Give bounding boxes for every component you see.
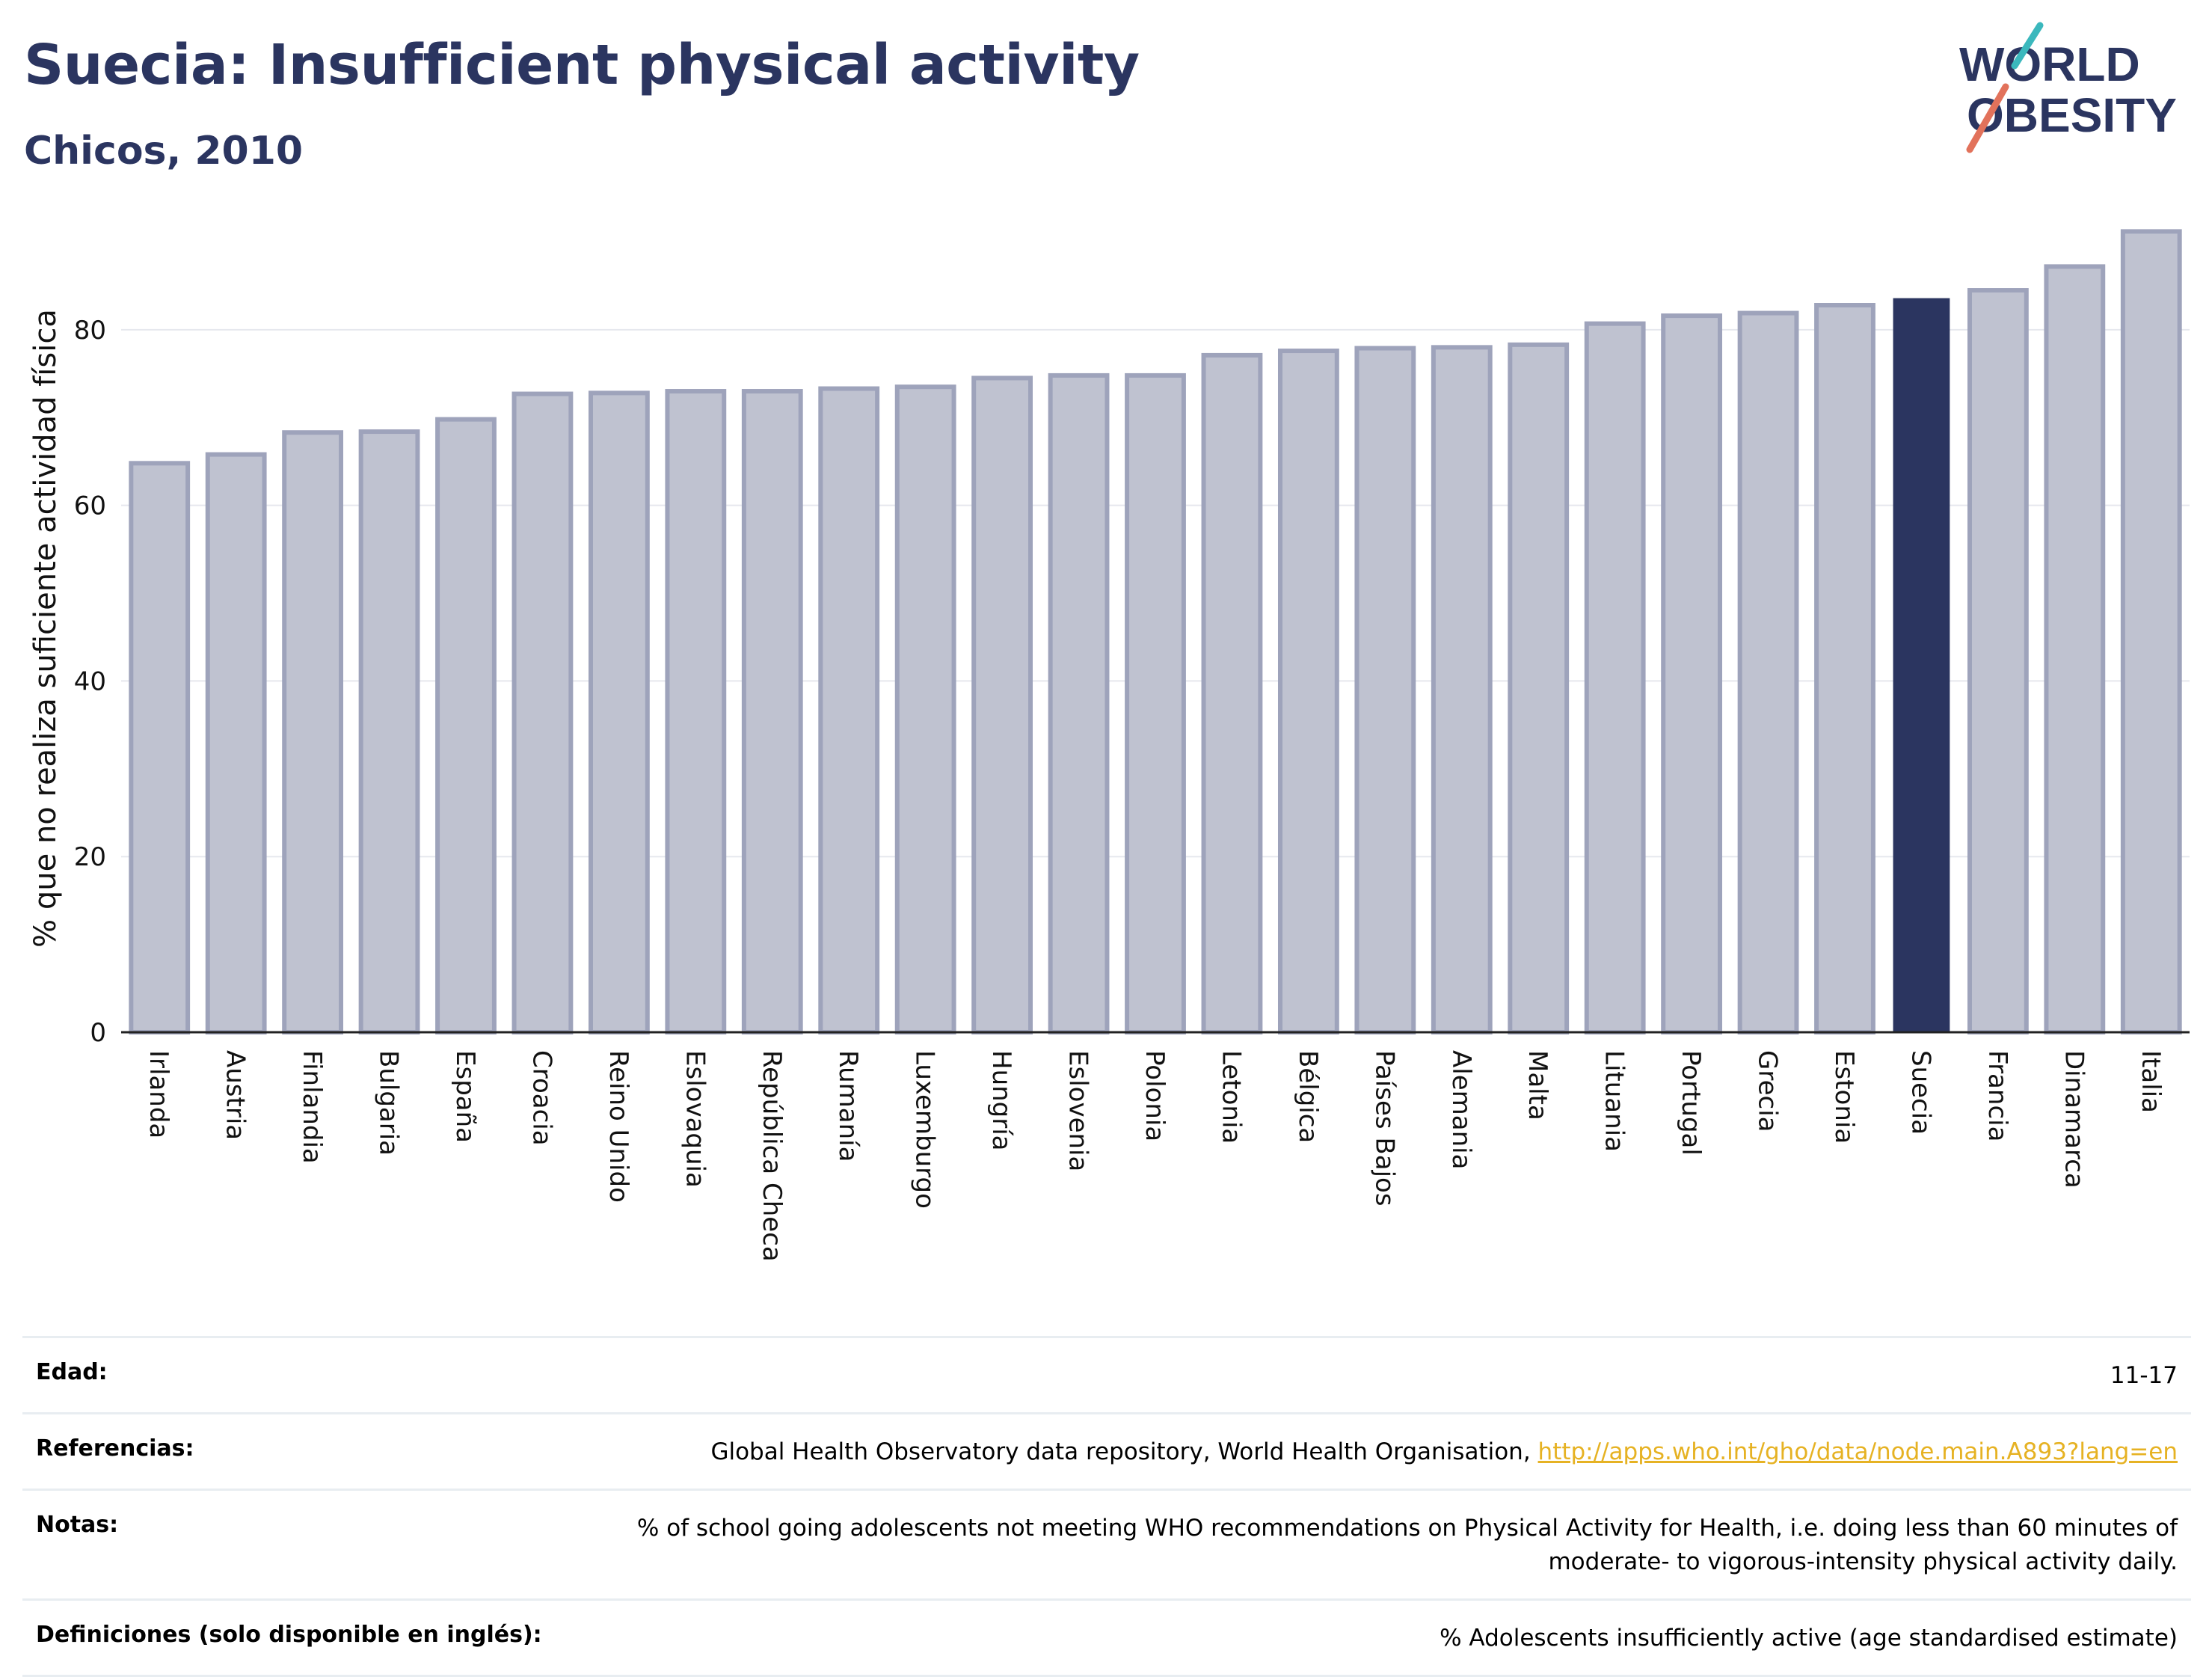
info-value-notes: % of school going adolescents not meetin… — [636, 1514, 2178, 1575]
bar-bélgica — [1277, 349, 1339, 1035]
x-tick-label: Estonia — [1829, 1050, 1859, 1144]
info-label-notes: Notas: — [36, 1511, 119, 1538]
y-tick-label: 20 — [74, 842, 106, 872]
x-tick-label: Rumanía — [833, 1050, 863, 1162]
logo-line1: WORLD — [1959, 37, 2140, 91]
bar-chart: 0 20 40 60 80 Irlanda Austria Finlandia Bulgari… — [28, 229, 2190, 1262]
bar-estonia — [1814, 303, 1875, 1034]
x-tick-label: Finlandia — [297, 1050, 327, 1164]
info-row-notes: Notas: % of school going adolescents not… — [22, 1488, 2191, 1598]
info-label-age: Edad: — [36, 1359, 108, 1385]
info-row-age: Edad: 11-17 — [22, 1336, 2191, 1412]
x-tick-label: Bélgica — [1293, 1050, 1323, 1143]
bar-lituania — [1584, 321, 1646, 1034]
x-tick-label: Malta — [1523, 1050, 1552, 1120]
info-row-references: Referencias: Global Health Observatory d… — [22, 1411, 2191, 1489]
page-title: Suecia: Insufficient physical activity — [24, 33, 1140, 97]
bar-república-checa — [741, 389, 803, 1034]
x-axis-labels: Irlanda Austria Finlandia Bulgaria España Cro… — [144, 1050, 2166, 1262]
bar-hungría — [971, 375, 1033, 1035]
x-tick-label: Eslovaquia — [680, 1050, 710, 1188]
y-axis-title: % que no realiza suficiente actividad fí… — [28, 309, 63, 948]
bar-malta — [1508, 342, 1570, 1034]
references-link[interactable]: http://apps.who.int/gho/data/node.main.A… — [1537, 1438, 2178, 1465]
bar-portugal — [1661, 313, 1723, 1034]
y-tick-label: 0 — [90, 1018, 106, 1048]
bar-rumanía — [818, 386, 880, 1034]
x-tick-label: Luxemburgo — [910, 1050, 940, 1209]
world-obesity-logo: WORLD OBESITY — [1959, 22, 2177, 153]
x-tick-label: Suecia — [1905, 1050, 1935, 1135]
x-tick-label: Letonia — [1216, 1050, 1246, 1144]
bars — [129, 229, 2182, 1035]
x-tick-label: Irlanda — [144, 1050, 173, 1138]
x-tick-label: Francia — [1982, 1050, 2012, 1141]
info-value-age: 11-17 — [2110, 1362, 2178, 1389]
bar-eslovenia — [1048, 373, 1110, 1035]
bar-reino-unido — [588, 390, 650, 1034]
info-label-references: Referencias: — [36, 1435, 194, 1462]
x-tick-label: Bulgaria — [374, 1050, 404, 1156]
bar-austria — [205, 452, 267, 1034]
logo-teal-slash — [2011, 22, 2044, 70]
y-tick-label: 40 — [74, 666, 106, 696]
info-row-definitions: Definiciones (solo disponible en inglés)… — [22, 1598, 2191, 1677]
x-tick-label: Dinamarca — [2059, 1050, 2089, 1189]
y-axis-ticks: 0 20 40 60 80 — [74, 316, 106, 1048]
bar-irlanda — [129, 461, 191, 1034]
bar-francia — [1967, 288, 2029, 1035]
bar-croacia — [511, 391, 574, 1034]
bar-bulgaria — [358, 429, 420, 1034]
x-tick-label: Hungría — [986, 1050, 1016, 1151]
bar-españa — [435, 417, 497, 1034]
x-tick-label: Austria — [221, 1050, 251, 1140]
info-value-references: Global Health Observatory data repositor… — [710, 1435, 2178, 1469]
x-tick-label: Países Bajos — [1369, 1050, 1399, 1207]
bar-luxemburgo — [894, 384, 956, 1034]
bar-polonia — [1125, 373, 1186, 1035]
bar-grecia — [1737, 310, 1799, 1034]
x-tick-label: España — [450, 1050, 480, 1143]
bar-suecia — [1893, 298, 1950, 1032]
references-text: Global Health Observatory data repositor… — [710, 1438, 1538, 1465]
x-tick-label: Italia — [2136, 1050, 2166, 1113]
info-label-definitions: Definiciones (solo disponible en inglés)… — [36, 1621, 542, 1648]
bar-finlandia — [282, 430, 344, 1034]
bar-letonia — [1201, 352, 1263, 1035]
x-tick-label: Portugal — [1676, 1050, 1706, 1156]
x-tick-label: Reino Unido — [603, 1050, 633, 1203]
x-tick-label: Lituania — [1600, 1050, 1629, 1152]
y-tick-label: 80 — [74, 316, 106, 346]
x-tick-label: Grecia — [1753, 1050, 1783, 1132]
info-value-definitions: % Adolescents insufficiently active (age… — [1440, 1624, 2178, 1652]
y-tick-label: 60 — [74, 491, 106, 521]
x-tick-label: República Checa — [757, 1050, 787, 1262]
x-tick-label: Alemania — [1446, 1050, 1476, 1169]
page-subtitle: Chicos, 2010 — [24, 129, 304, 174]
bar-alemania — [1431, 345, 1493, 1034]
bar-italia — [2120, 229, 2182, 1034]
bar-eslovaquia — [665, 389, 727, 1034]
bar-países-bajos — [1354, 346, 1416, 1034]
bar-dinamarca — [2044, 264, 2106, 1034]
logo-coral-slash — [1966, 83, 2009, 153]
info-table: Edad: 11-17 Referencias: Global Health O… — [22, 1336, 2191, 1677]
x-tick-label: Croacia — [526, 1050, 556, 1146]
x-tick-label: Polonia — [1140, 1050, 1170, 1141]
x-tick-label: Eslovenia — [1063, 1050, 1093, 1171]
